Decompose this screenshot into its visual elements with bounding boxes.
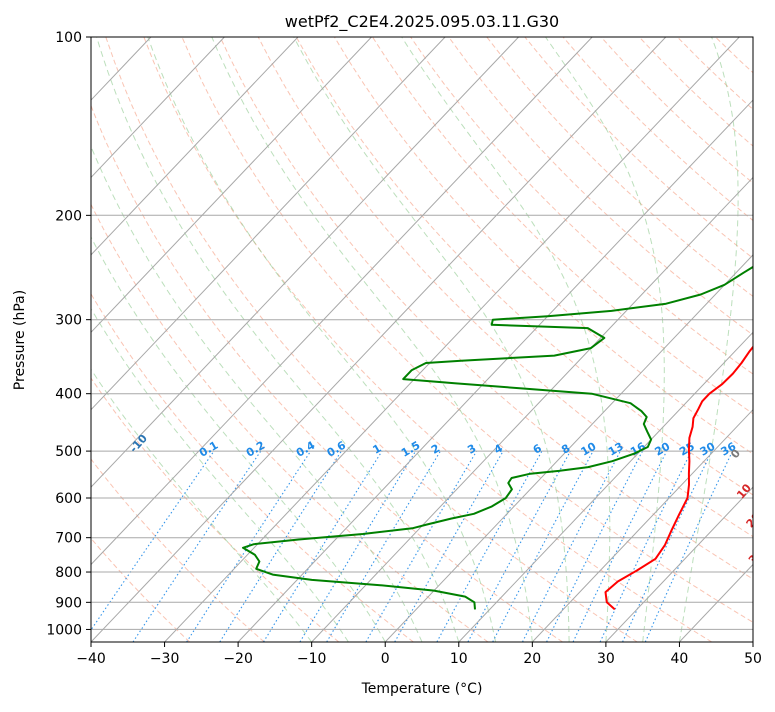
- y-tick-label: 500: [55, 444, 82, 460]
- mixing-ratio-line: [468, 451, 571, 642]
- dry-adiabat: [0, 37, 264, 642]
- moist-adiabat: [0, 37, 312, 642]
- mixing-ratio-line: [523, 451, 621, 642]
- mixing-ratio-label: 0.1: [197, 439, 220, 460]
- moist-adiabat: [97, 37, 459, 642]
- line-labels: 0.10.20.40.611.52346810131620253036-100-…: [0, 44, 775, 598]
- mixing-ratio-line: [133, 451, 261, 642]
- dry-adiabat: [487, 37, 775, 642]
- y-tick-label: 800: [55, 565, 82, 581]
- mixing-ratio-line: [300, 451, 416, 642]
- moist-adiabat-label: 40: [760, 578, 775, 598]
- dry-adiabat: [0, 37, 413, 642]
- mixing-ratio-label: 2: [429, 442, 442, 457]
- x-axis-label: Temperature (°C): [361, 681, 483, 697]
- dry-adiabat: [563, 37, 775, 642]
- mixing-ratio-label: 8: [559, 442, 572, 457]
- x-tick-label: −40: [76, 651, 106, 667]
- mixing-ratio-line: [327, 451, 441, 642]
- mixing-ratio-label: 3: [465, 442, 478, 457]
- moist-adiabat: [148, 37, 496, 642]
- moist-adiabat: [19, 37, 385, 642]
- mixing-ratio-label: 25: [677, 440, 697, 459]
- dry-adiabat: [0, 37, 190, 642]
- x-tick-label: 40: [670, 651, 688, 667]
- x-tick-label: −20: [223, 651, 253, 667]
- y-tick-label: 1000: [46, 622, 82, 638]
- y-tick-label: 600: [55, 491, 82, 507]
- mixing-ratio-label: 13: [606, 440, 626, 459]
- moist-adiabat: [294, 37, 569, 642]
- moist-adiabat: [0, 37, 348, 642]
- sounding-series: [243, 0, 775, 609]
- mixing-ratio-label: 1: [370, 442, 383, 457]
- isotherm-line: [91, 37, 666, 642]
- y-tick-label: 300: [55, 313, 82, 329]
- mixing-ratio-line: [600, 451, 691, 642]
- dry-adiabat: [144, 37, 712, 642]
- x-tick-label: 50: [744, 651, 762, 667]
- mixing-ratio-label: 30: [698, 440, 718, 459]
- mixing-ratio-label: 4: [492, 441, 505, 456]
- x-tick-label: −30: [150, 651, 180, 667]
- dry-adiabat: [296, 37, 775, 642]
- mixing-ratio-line: [366, 451, 477, 642]
- x-tick-label: 20: [523, 651, 541, 667]
- y-tick-label: 100: [55, 30, 82, 46]
- x-tick-label: 0: [381, 651, 390, 667]
- y-tick-label: 700: [55, 531, 82, 547]
- mixing-ratio-line: [83, 451, 214, 642]
- x-tick-label: 30: [597, 651, 615, 667]
- mixing-ratio-label: 20: [652, 440, 672, 459]
- isotherm-line: [0, 37, 224, 642]
- mixing-ratio-line: [437, 451, 542, 642]
- isotherm-line: [0, 37, 4, 642]
- isotherm-line: [753, 37, 775, 642]
- mixing-ratio-label: 0.6: [325, 438, 349, 459]
- dry-adiabat: [525, 37, 775, 642]
- dry-adiabat-label: -10: [127, 432, 150, 456]
- y-axis-label: Pressure (hPa): [12, 290, 28, 390]
- moist-adiabat-label: 20: [744, 510, 764, 530]
- moist-adiabat: [546, 37, 665, 642]
- mixing-ratio-label: 10: [579, 440, 599, 459]
- dry-adiabat: [411, 37, 775, 642]
- dry-adiabat: [715, 37, 775, 642]
- isotherm-line: [17, 37, 592, 642]
- mixing-ratio-label: 0.2: [244, 439, 267, 460]
- grid-lines: [0, 37, 775, 642]
- y-tick-label: 400: [55, 387, 82, 403]
- dry-adiabat: [258, 37, 775, 642]
- dewpoint-line: [243, 24, 775, 610]
- x-tick-label: −10: [297, 651, 327, 667]
- isotherm-line: [0, 37, 298, 642]
- mixing-ratio-label: 0.4: [294, 438, 318, 459]
- dry-adiabat: [601, 37, 775, 642]
- y-tick-label: 900: [55, 595, 82, 611]
- x-tick-label: 10: [450, 651, 468, 667]
- dry-adiabat-label: -20: [47, 404, 70, 428]
- y-tick-label: 200: [55, 208, 82, 224]
- isotherm-line: [0, 37, 372, 642]
- mixing-ratio-line: [573, 451, 667, 642]
- dry-adiabat: [754, 37, 775, 642]
- moist-adiabat-label: 30: [746, 546, 766, 566]
- chart-title: wetPf2_C2E4.2025.095.03.11.G30: [285, 12, 559, 32]
- background-lines: [0, 37, 775, 642]
- mixing-ratio-label: 6: [531, 441, 544, 456]
